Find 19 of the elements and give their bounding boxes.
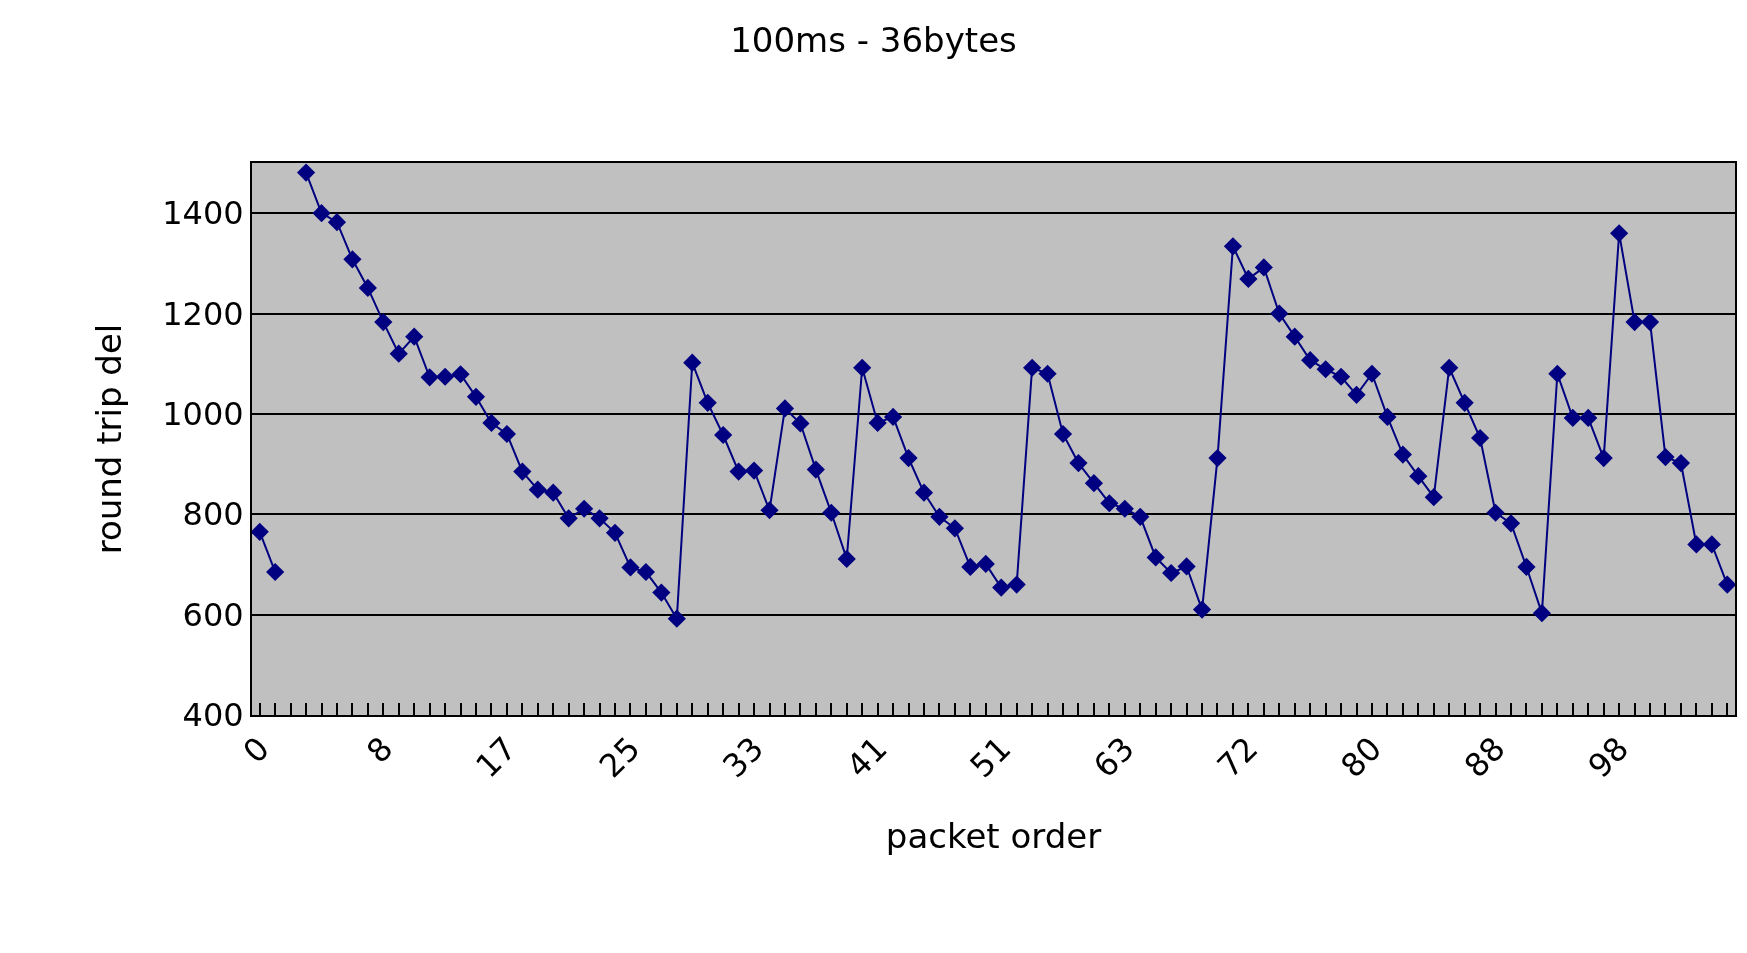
x-tick-label: 51 xyxy=(962,729,1019,786)
y-tick-label: 1200 xyxy=(162,294,244,333)
x-tick-label: 98 xyxy=(1580,729,1637,786)
y-tick-label: 1400 xyxy=(162,194,244,233)
x-axis-title: packet order xyxy=(885,815,1102,856)
y-tick-label: 1000 xyxy=(162,395,244,434)
x-tick-label: 25 xyxy=(591,729,648,786)
x-tick-label: 33 xyxy=(715,729,772,786)
chart-title: 100ms - 36bytes xyxy=(730,20,1017,61)
x-tick-label: 63 xyxy=(1086,729,1142,786)
x-tick-label: 41 xyxy=(838,729,895,786)
y-axis-title: round trip del xyxy=(89,323,130,555)
x-tick-label: 80 xyxy=(1333,729,1389,786)
x-tick-label: 17 xyxy=(468,729,524,786)
x-tick-label: 8 xyxy=(359,729,401,771)
x-tick-label: 88 xyxy=(1456,729,1513,786)
x-tick-label: 72 xyxy=(1209,729,1266,786)
y-tick-label: 800 xyxy=(182,495,244,534)
y-tick-label: 600 xyxy=(182,595,244,634)
